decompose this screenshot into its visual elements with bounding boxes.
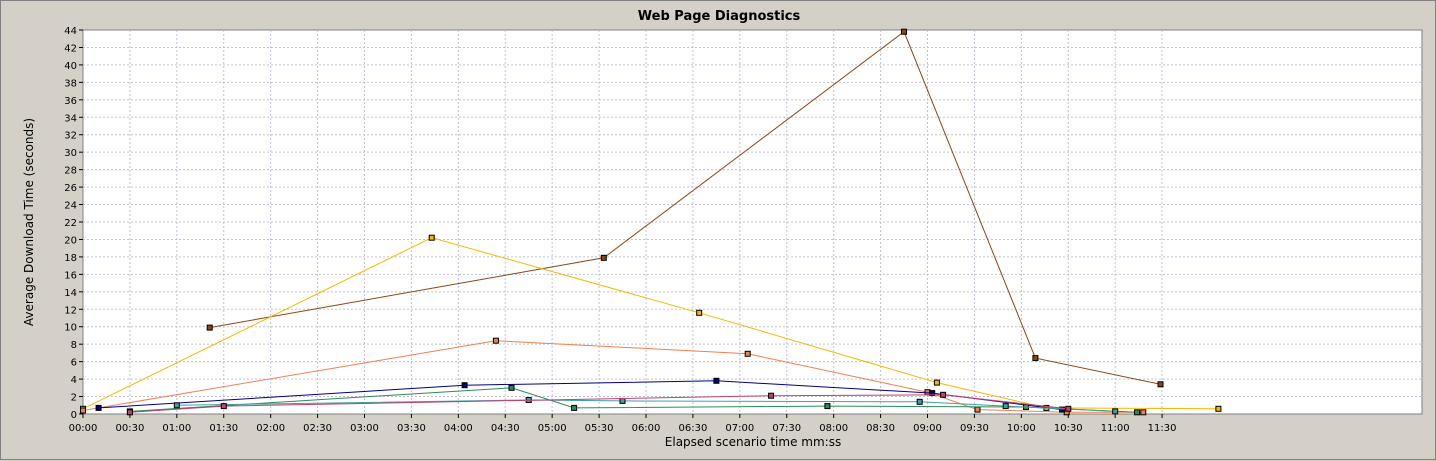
series-layer xyxy=(80,28,1222,416)
data-point-marker[interactable] xyxy=(1032,355,1039,362)
data-point-marker[interactable] xyxy=(940,391,947,398)
y-tick-label: 4 xyxy=(71,375,77,386)
series-line xyxy=(82,237,1219,410)
x-tick-label: 11:00 xyxy=(1101,423,1130,434)
y-tick-label: 34 xyxy=(64,113,77,124)
data-point-marker[interactable] xyxy=(1157,381,1164,388)
data-point-marker[interactable] xyxy=(428,234,435,241)
y-tick-label: 30 xyxy=(64,148,77,159)
x-tick-label: 11:30 xyxy=(1148,423,1177,434)
data-point-marker[interactable] xyxy=(744,350,751,357)
x-tick-label: 04:30 xyxy=(491,423,520,434)
x-tick-label: 10:00 xyxy=(1007,423,1036,434)
y-tick-label: 28 xyxy=(64,166,77,177)
data-point-marker[interactable] xyxy=(571,404,578,411)
y-tick-label: 0 xyxy=(71,410,77,421)
data-point-marker[interactable] xyxy=(95,404,102,411)
y-tick-label: 26 xyxy=(64,183,77,194)
y-tick-label: 16 xyxy=(64,270,77,281)
data-point-marker[interactable] xyxy=(824,403,831,410)
y-tick-label: 20 xyxy=(64,235,77,246)
y-tick-label: 14 xyxy=(64,288,77,299)
data-point-marker[interactable] xyxy=(1112,408,1119,415)
x-tick-label: 03:00 xyxy=(350,423,379,434)
data-point-marker[interactable] xyxy=(80,407,86,414)
data-point-marker[interactable] xyxy=(173,402,180,409)
series-1 xyxy=(206,28,1164,388)
y-tick-label: 6 xyxy=(71,358,77,369)
data-point-marker[interactable] xyxy=(461,382,468,389)
data-point-marker[interactable] xyxy=(1140,409,1147,416)
y-tick-label: 36 xyxy=(64,96,77,107)
y-axis-label: Average Download Time (seconds) xyxy=(22,118,36,326)
data-point-marker[interactable] xyxy=(916,398,923,405)
x-tick-label: 02:00 xyxy=(256,423,285,434)
x-tick-label: 05:00 xyxy=(538,423,567,434)
x-tick-label: 09:00 xyxy=(913,423,942,434)
x-tick-label: 06:00 xyxy=(632,423,661,434)
series-7 xyxy=(126,391,1072,416)
data-point-marker[interactable] xyxy=(508,384,515,391)
x-tick-label: 02:30 xyxy=(303,423,332,434)
x-tick-label: 07:00 xyxy=(725,423,754,434)
x-tick-label: 07:30 xyxy=(772,423,801,434)
y-tick-label: 40 xyxy=(64,61,77,72)
x-tick-label: 01:30 xyxy=(209,423,238,434)
data-point-marker[interactable] xyxy=(768,392,775,399)
x-axis-label: Elapsed scenario time mm:ss xyxy=(665,435,841,449)
data-point-marker[interactable] xyxy=(901,28,907,35)
y-tick-label: 2 xyxy=(71,393,77,404)
y-tick-label: 22 xyxy=(64,218,77,229)
chart-title: Web Page Diagnostics xyxy=(638,9,801,24)
data-point-marker[interactable] xyxy=(696,309,703,316)
data-point-marker[interactable] xyxy=(220,403,227,410)
y-tick-label: 24 xyxy=(64,201,77,212)
x-tick-label: 00:00 xyxy=(69,423,98,434)
tick-labels: 0246810121416182022242628303234363840424… xyxy=(64,26,1176,434)
y-tick-label: 42 xyxy=(64,43,77,54)
series-line xyxy=(176,399,1116,412)
series-3 xyxy=(80,337,1147,416)
x-tick-label: 03:30 xyxy=(397,423,426,434)
y-tick-label: 10 xyxy=(64,323,77,334)
data-point-marker[interactable] xyxy=(1134,409,1141,416)
data-point-marker[interactable] xyxy=(1215,405,1222,412)
data-point-marker[interactable] xyxy=(492,337,499,344)
x-tick-label: 04:00 xyxy=(444,423,473,434)
x-tick-label: 08:30 xyxy=(866,423,895,434)
y-tick-label: 38 xyxy=(64,78,77,89)
data-point-marker[interactable] xyxy=(206,324,213,331)
y-tick-label: 12 xyxy=(64,305,77,316)
y-tick-label: 18 xyxy=(64,253,77,264)
data-point-marker[interactable] xyxy=(1059,406,1065,413)
data-point-marker[interactable] xyxy=(600,254,607,261)
x-tick-label: 01:00 xyxy=(162,423,191,434)
x-tick-label: 06:30 xyxy=(679,423,708,434)
x-tick-label: 05:30 xyxy=(585,423,614,434)
x-tick-label: 08:00 xyxy=(819,423,848,434)
x-tick-label: 10:30 xyxy=(1054,423,1083,434)
data-point-marker[interactable] xyxy=(933,379,940,386)
data-point-marker[interactable] xyxy=(1002,403,1009,410)
data-point-marker[interactable] xyxy=(929,390,936,397)
data-point-marker[interactable] xyxy=(1065,405,1072,412)
data-point-marker[interactable] xyxy=(713,377,720,384)
data-point-marker[interactable] xyxy=(974,406,981,413)
y-tick-label: 8 xyxy=(71,340,77,351)
x-tick-label: 00:30 xyxy=(116,423,145,434)
y-tick-label: 44 xyxy=(64,26,77,37)
x-tick-label: 09:30 xyxy=(960,423,989,434)
data-point-marker[interactable] xyxy=(619,397,626,404)
y-tick-label: 32 xyxy=(64,131,77,142)
